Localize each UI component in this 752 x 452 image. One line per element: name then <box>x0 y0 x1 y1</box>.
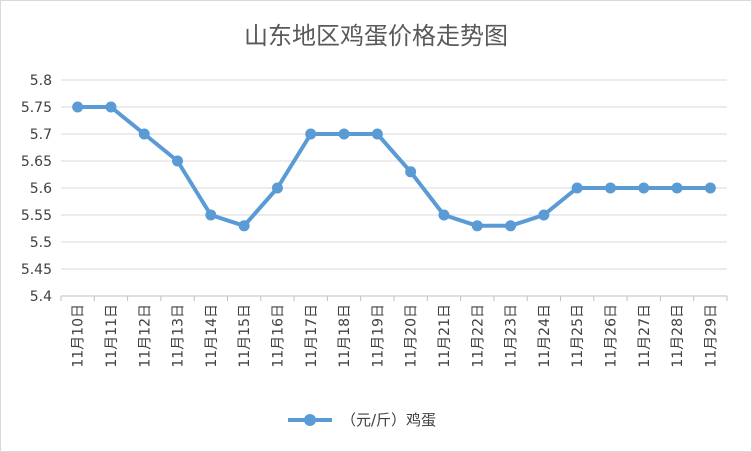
y-tick-label: 5.75 <box>21 100 52 116</box>
y-tick-label: 5.4 <box>30 289 52 305</box>
y-tick-label: 5.55 <box>21 208 52 224</box>
x-axis-ticks: 11月10日 11月11日 11月12日 11月13日 11月14日 11月15日 11月1… <box>60 296 728 368</box>
x-tick-label: 11月14日 <box>204 304 220 368</box>
x-tick-label: 11月26日 <box>603 304 619 368</box>
x-tick-label: 11月20日 <box>404 304 420 368</box>
x-tick-label: 11月13日 <box>171 304 187 368</box>
legend: （元/斤）鸡蛋 <box>288 411 436 429</box>
x-tick-label: 11月17日 <box>304 304 320 368</box>
x-tick-label: 11月19日 <box>370 304 386 368</box>
x-tick-label: 11月23日 <box>504 304 520 368</box>
data-point <box>105 101 117 113</box>
x-tick-label: 11月16日 <box>270 304 286 368</box>
y-tick-label: 5.6 <box>30 181 52 197</box>
data-point <box>205 209 217 221</box>
x-tick-label: 11月11日 <box>104 304 120 368</box>
data-point <box>338 128 350 140</box>
data-point <box>405 166 417 178</box>
data-point <box>305 128 317 140</box>
series-line <box>75 105 713 228</box>
data-point <box>371 128 383 140</box>
x-tick-label: 11月27日 <box>637 304 653 368</box>
legend-marker <box>304 414 316 426</box>
data-point <box>604 182 616 194</box>
data-point <box>671 182 683 194</box>
x-tick-label: 11月12日 <box>137 304 153 368</box>
y-tick-label: 5.8 <box>30 73 52 89</box>
y-tick-label: 5.45 <box>21 262 52 278</box>
data-point <box>505 220 517 232</box>
data-point <box>438 209 450 221</box>
y-tick-label: 5.5 <box>30 235 52 251</box>
x-tick-label: 11月10日 <box>71 304 87 368</box>
data-point <box>704 182 716 194</box>
x-tick-label: 11月22日 <box>470 304 486 368</box>
data-point <box>172 155 184 167</box>
x-tick-label: 11月15日 <box>237 304 253 368</box>
data-point <box>238 220 250 232</box>
grid-lines <box>61 79 727 297</box>
data-point <box>471 220 483 232</box>
x-tick-label: 11月28日 <box>670 304 686 368</box>
x-tick-label: 11月29日 <box>703 304 719 368</box>
data-point <box>271 182 283 194</box>
y-tick-label: 5.7 <box>30 127 52 143</box>
x-tick-label: 11月24日 <box>537 304 553 368</box>
chart-title: 山东地区鸡蛋价格走势图 <box>244 22 508 50</box>
y-axis-ticks: 5.4 5.45 5.5 5.55 5.6 5.65 5.7 5.75 5.8 <box>21 73 52 305</box>
data-point <box>571 182 583 194</box>
series-layer <box>72 101 716 232</box>
data-point <box>638 182 650 194</box>
y-tick-label: 5.65 <box>21 154 52 170</box>
data-point <box>538 209 550 221</box>
x-tick-label: 11月18日 <box>337 304 353 368</box>
x-tick-label: 11月25日 <box>570 304 586 368</box>
data-point <box>138 128 150 140</box>
legend-label: （元/斤）鸡蛋 <box>341 411 436 429</box>
x-tick-label: 11月21日 <box>437 304 453 368</box>
data-point <box>72 101 84 113</box>
